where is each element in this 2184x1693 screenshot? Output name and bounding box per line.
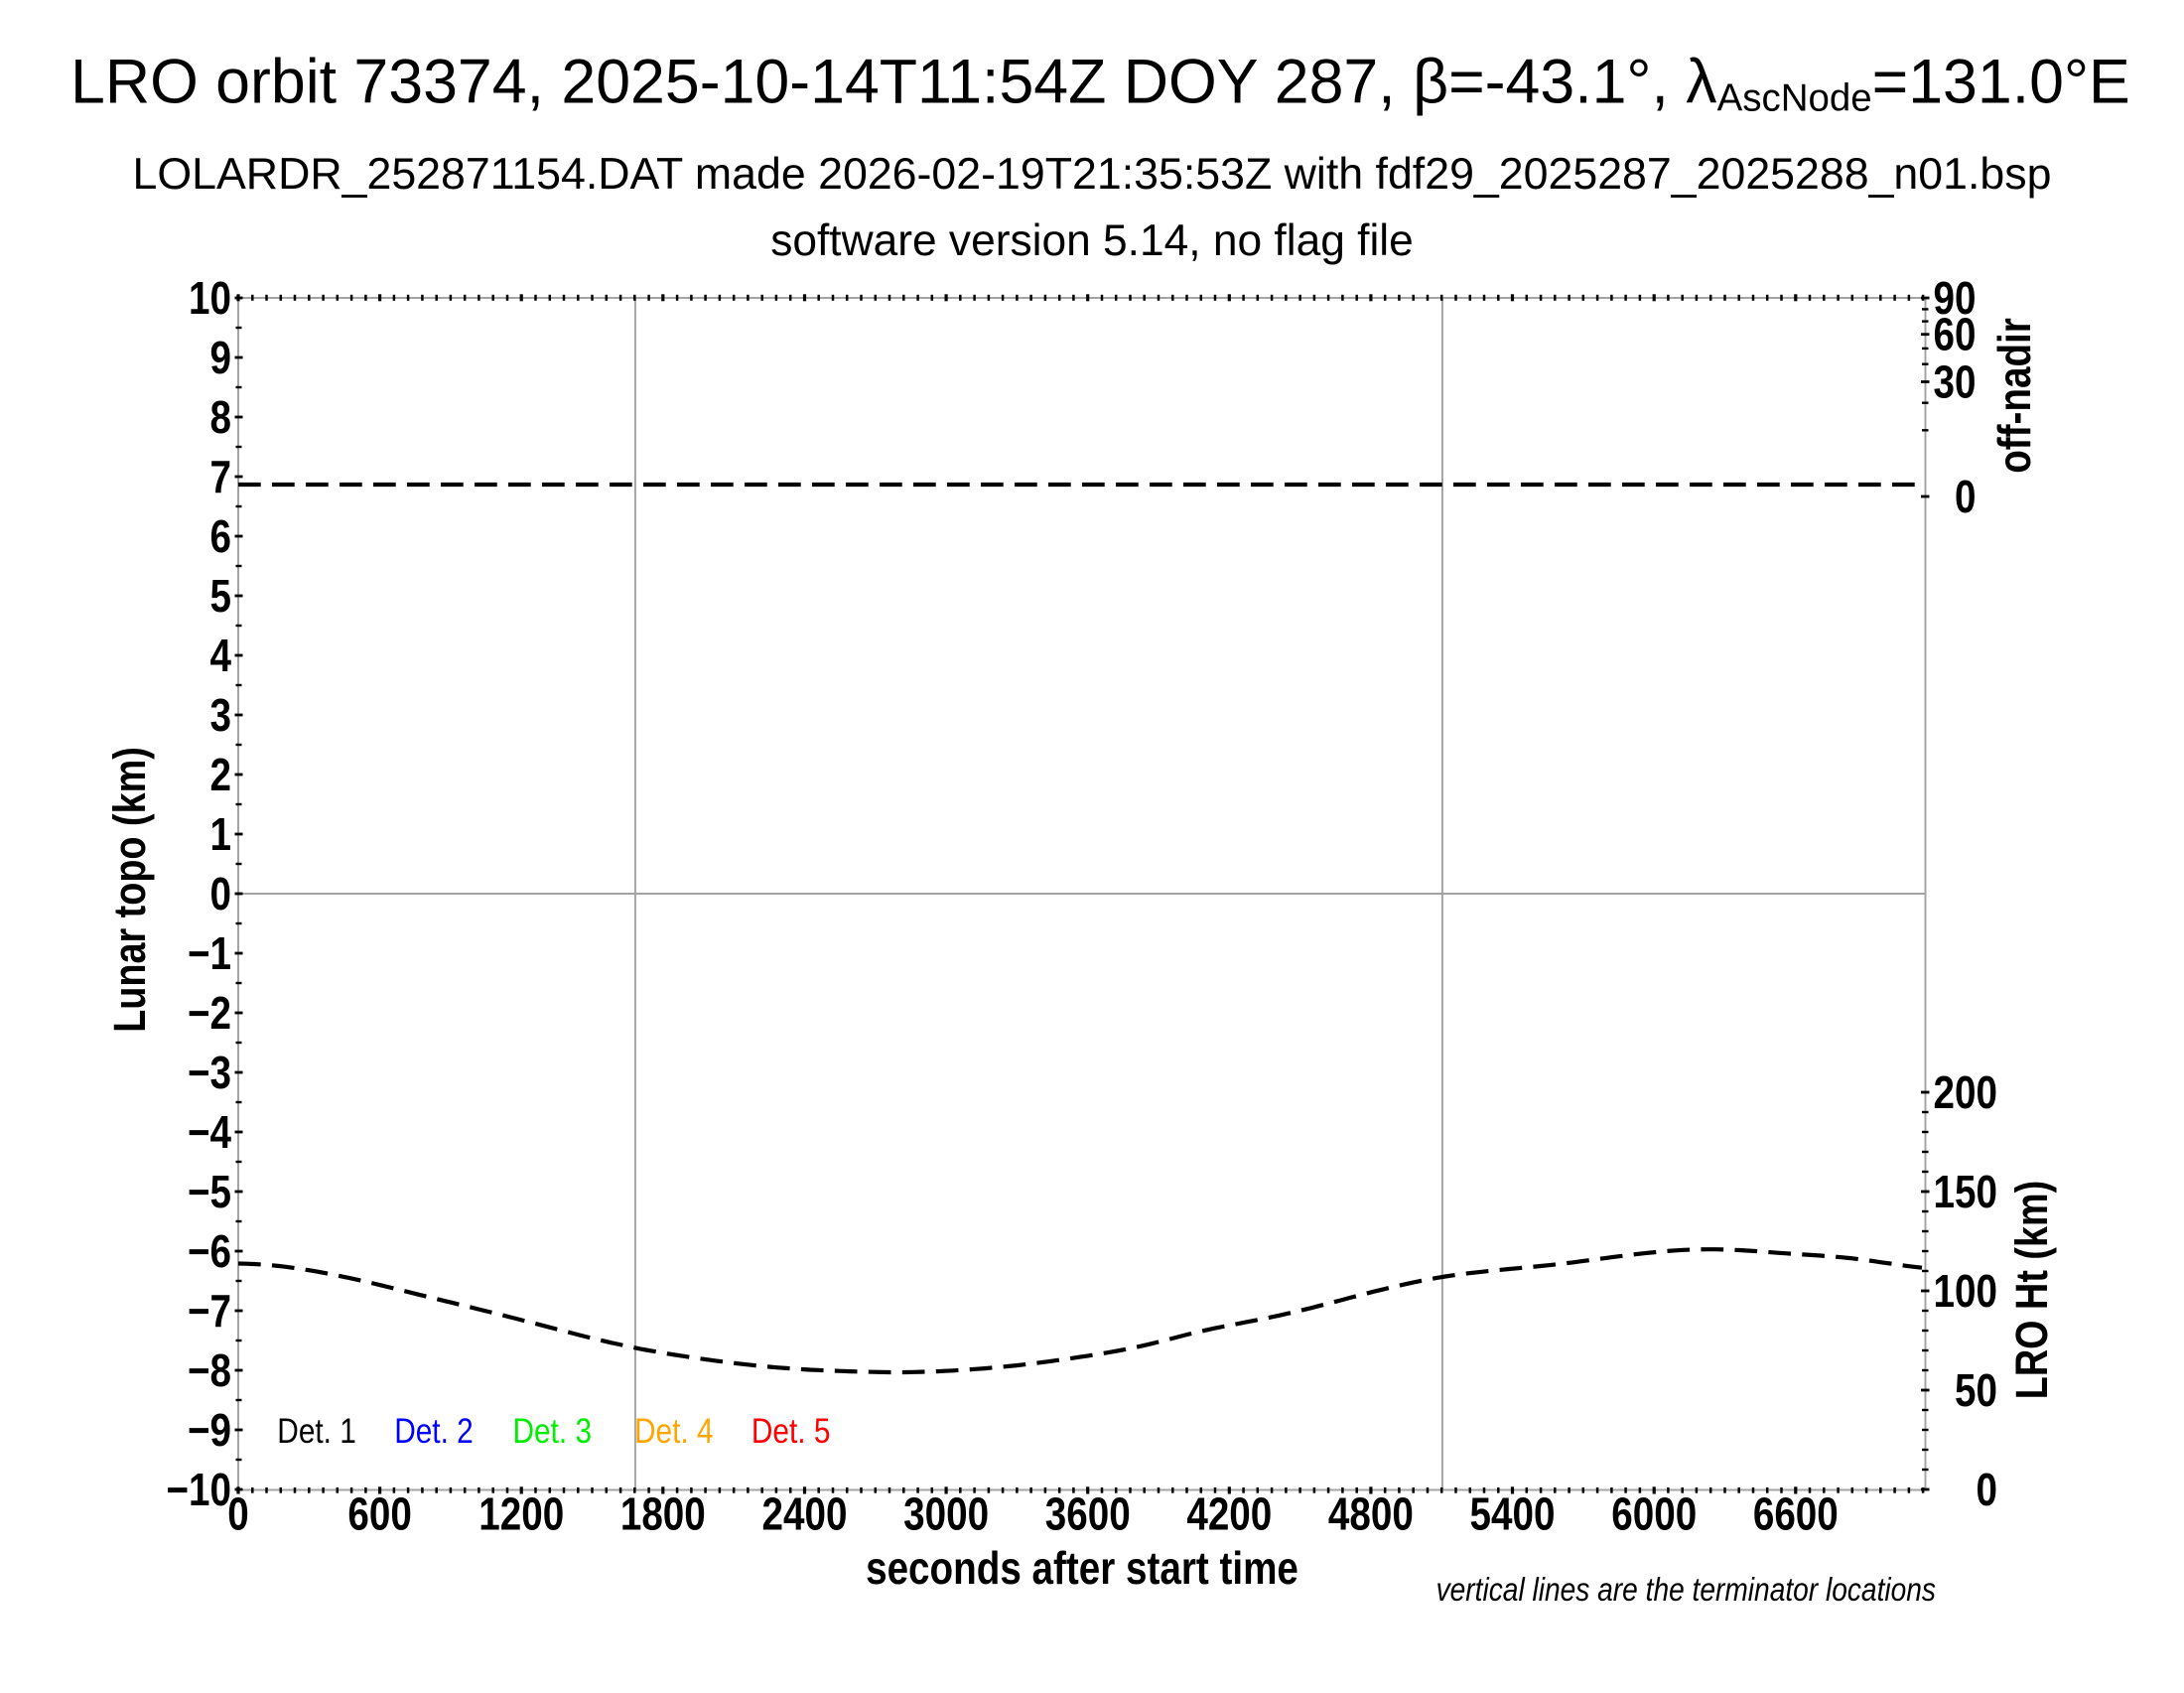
svg-text:software version 5.14, no flag: software version 5.14, no flag file (770, 216, 1414, 265)
svg-text:600: 600 (347, 1488, 411, 1539)
svg-text:8: 8 (210, 392, 231, 443)
svg-text:1800: 1800 (620, 1488, 706, 1539)
svg-text:6000: 6000 (1611, 1488, 1697, 1539)
svg-text:2400: 2400 (762, 1488, 848, 1539)
svg-text:10: 10 (189, 273, 231, 324)
svg-text:5400: 5400 (1470, 1488, 1556, 1539)
svg-text:4200: 4200 (1186, 1488, 1272, 1539)
svg-text:7: 7 (210, 452, 231, 502)
svg-text:LOLARDR_252871154.DAT made 202: LOLARDR_252871154.DAT made 2026-02-19T21… (133, 150, 2052, 199)
svg-text:3000: 3000 (903, 1488, 989, 1539)
svg-text:30: 30 (1934, 356, 1977, 407)
svg-text:200: 200 (1934, 1067, 1997, 1118)
svg-text:Det. 2: Det. 2 (394, 1411, 474, 1451)
svg-text:3: 3 (210, 690, 231, 741)
svg-text:−1: −1 (188, 928, 231, 979)
svg-text:4: 4 (210, 631, 232, 681)
svg-text:3600: 3600 (1045, 1488, 1131, 1539)
svg-text:Det. 5: Det. 5 (751, 1411, 831, 1451)
svg-text:0: 0 (227, 1488, 248, 1539)
svg-text:60: 60 (1934, 310, 1977, 360)
svg-text:50: 50 (1955, 1365, 1997, 1416)
svg-text:−3: −3 (188, 1048, 231, 1098)
svg-text:Lunar topo (km): Lunar topo (km) (104, 747, 155, 1033)
svg-text:−10: −10 (166, 1465, 231, 1515)
svg-text:6: 6 (210, 511, 231, 562)
svg-text:0: 0 (210, 869, 231, 919)
svg-text:vertical lines are the termina: vertical lines are the terminator locati… (1436, 1571, 1936, 1609)
svg-text:9: 9 (210, 333, 231, 383)
svg-text:0: 0 (1955, 472, 1976, 522)
svg-text:seconds after start time: seconds after start time (866, 1543, 1298, 1594)
svg-text:−9: −9 (188, 1405, 231, 1456)
svg-text:−2: −2 (188, 988, 231, 1039)
svg-text:Det. 3: Det. 3 (513, 1411, 593, 1451)
svg-text:Det. 4: Det. 4 (634, 1411, 714, 1451)
svg-text:−8: −8 (188, 1345, 231, 1396)
svg-text:100: 100 (1934, 1266, 1997, 1317)
svg-text:4800: 4800 (1328, 1488, 1414, 1539)
svg-text:150: 150 (1934, 1167, 1997, 1217)
svg-text:6600: 6600 (1753, 1488, 1839, 1539)
svg-text:−5: −5 (188, 1167, 231, 1217)
svg-text:LRO Ht (km): LRO Ht (km) (2006, 1181, 2057, 1399)
svg-text:2: 2 (210, 750, 231, 800)
svg-text:−6: −6 (188, 1226, 231, 1277)
svg-text:0: 0 (1977, 1465, 1997, 1515)
svg-text:1200: 1200 (478, 1488, 564, 1539)
svg-text:Det. 1: Det. 1 (277, 1411, 356, 1451)
svg-text:off-nadir: off-nadir (1989, 318, 2040, 474)
svg-text:5: 5 (210, 571, 231, 622)
svg-text:−7: −7 (188, 1286, 231, 1337)
svg-text:−4: −4 (188, 1107, 231, 1158)
svg-text:1: 1 (210, 809, 231, 860)
svg-text:90: 90 (1934, 273, 1977, 324)
